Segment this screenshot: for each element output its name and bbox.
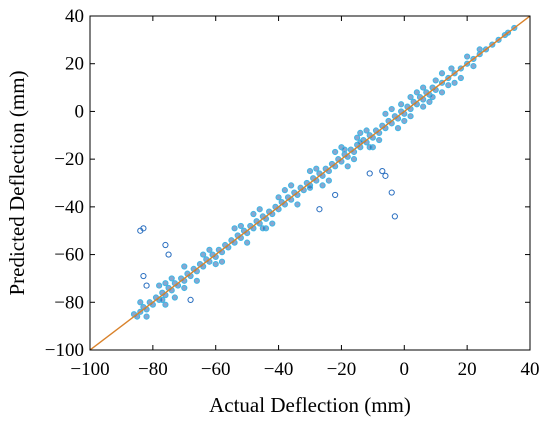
- data-point: [341, 146, 348, 153]
- data-point: [288, 182, 295, 189]
- data-point: [306, 184, 314, 191]
- data-point: [407, 94, 414, 101]
- y-axis-label: Predicted Deflection (mm): [5, 70, 29, 295]
- data-point: [187, 296, 194, 303]
- data-point: [275, 194, 282, 201]
- data-point: [391, 213, 398, 220]
- data-point: [259, 225, 266, 232]
- data-point: [407, 113, 414, 120]
- data-point: [464, 53, 471, 60]
- data-point: [159, 296, 166, 303]
- data-point: [206, 246, 213, 253]
- data-point: [382, 172, 389, 179]
- data-point: [231, 225, 238, 232]
- data-point: [451, 79, 458, 86]
- data-point: [470, 63, 477, 70]
- data-point: [162, 280, 169, 287]
- data-point: [426, 98, 433, 105]
- y-tick-label: −80: [54, 292, 84, 313]
- axis-ticks: −100 −80 −60 −40 −20 0 20 40 −100 −80 −60 −40 −20 0 20…: [45, 6, 540, 380]
- data-point: [379, 167, 386, 175]
- data-point: [269, 220, 276, 227]
- data-point: [388, 105, 395, 113]
- data-point: [432, 77, 439, 84]
- data-point: [350, 156, 358, 163]
- data-point: [394, 125, 402, 132]
- data-point: [237, 222, 244, 230]
- data-point: [363, 127, 370, 134]
- y-tick-label: 0: [75, 101, 85, 122]
- y-tick-label: 20: [65, 54, 84, 75]
- data-point: [438, 89, 446, 96]
- data-point: [143, 282, 150, 289]
- data-point: [313, 165, 320, 172]
- data-point: [420, 84, 427, 91]
- data-point: [332, 148, 339, 156]
- data-point: [413, 89, 420, 96]
- y-tick-label: −60: [54, 245, 84, 266]
- data-point: [354, 134, 361, 141]
- plot-frame: [89, 15, 531, 351]
- x-tick-label: −80: [138, 359, 168, 380]
- data-point: [168, 275, 175, 282]
- x-tick-label: −100: [70, 359, 109, 380]
- data-point: [218, 258, 226, 265]
- x-tick-label: 40: [521, 359, 540, 380]
- data-point: [212, 261, 219, 268]
- data-point: [325, 177, 332, 184]
- data-point: [181, 263, 188, 270]
- data-point: [162, 301, 169, 308]
- data-point: [457, 74, 464, 82]
- data-point: [165, 251, 172, 258]
- data-point: [316, 206, 323, 213]
- data-point: [143, 313, 150, 320]
- data-point: [162, 241, 169, 249]
- data-point: [382, 110, 389, 117]
- x-tick-label: −40: [264, 359, 294, 380]
- data-point: [244, 239, 251, 246]
- data-point: [357, 129, 364, 136]
- data-point: [256, 206, 263, 213]
- x-tick-label: 0: [400, 359, 410, 380]
- x-tick-label: −20: [327, 359, 357, 380]
- data-point: [388, 189, 395, 196]
- data-point: [429, 94, 436, 101]
- data-point: [344, 163, 351, 170]
- data-point: [137, 299, 144, 306]
- y-tick-label: 40: [65, 6, 84, 27]
- data-point: [448, 65, 455, 72]
- data-point: [366, 144, 373, 151]
- data-point: [156, 282, 163, 289]
- data-point: [140, 272, 147, 280]
- y-tick-label: −20: [54, 149, 84, 170]
- data-point: [294, 201, 301, 208]
- identity-reference-line: [90, 16, 530, 350]
- data-point: [376, 136, 383, 144]
- data-point: [306, 167, 314, 175]
- data-point: [438, 70, 446, 77]
- data-point: [181, 284, 188, 292]
- data-point: [476, 46, 483, 53]
- data-point: [401, 117, 408, 125]
- data-point: [420, 103, 427, 110]
- data-point: [281, 187, 288, 194]
- data-point: [398, 101, 405, 108]
- data-point: [171, 294, 178, 301]
- x-tick-label: −60: [201, 359, 231, 380]
- data-point: [332, 191, 339, 199]
- y-tick-label: −40: [54, 197, 84, 218]
- data-point: [193, 277, 200, 284]
- data-point: [137, 227, 144, 234]
- data-point: [366, 170, 373, 177]
- data-point: [445, 82, 452, 89]
- x-axis-label: Actual Deflection (mm): [209, 393, 411, 417]
- x-tick-label: 20: [458, 359, 477, 380]
- data-point: [200, 251, 207, 258]
- data-point: [319, 182, 326, 189]
- y-tick-label: −100: [45, 340, 84, 361]
- data-point: [250, 210, 257, 218]
